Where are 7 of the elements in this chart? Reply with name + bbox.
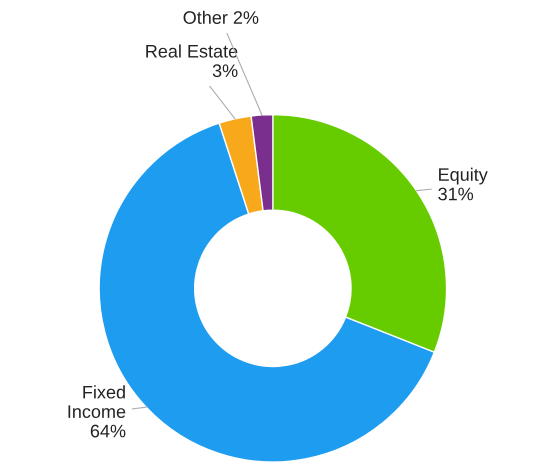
data-label: 31% <box>438 188 474 200</box>
slice-label: Fixed Income <box>68 385 126 418</box>
data-label: 3% <box>212 64 238 78</box>
slice-label: Real Estate <box>146 44 238 58</box>
slice-label: Other 2% <box>184 10 258 24</box>
slice-label: Equity <box>439 168 488 184</box>
data-label: 64% <box>90 424 126 438</box>
